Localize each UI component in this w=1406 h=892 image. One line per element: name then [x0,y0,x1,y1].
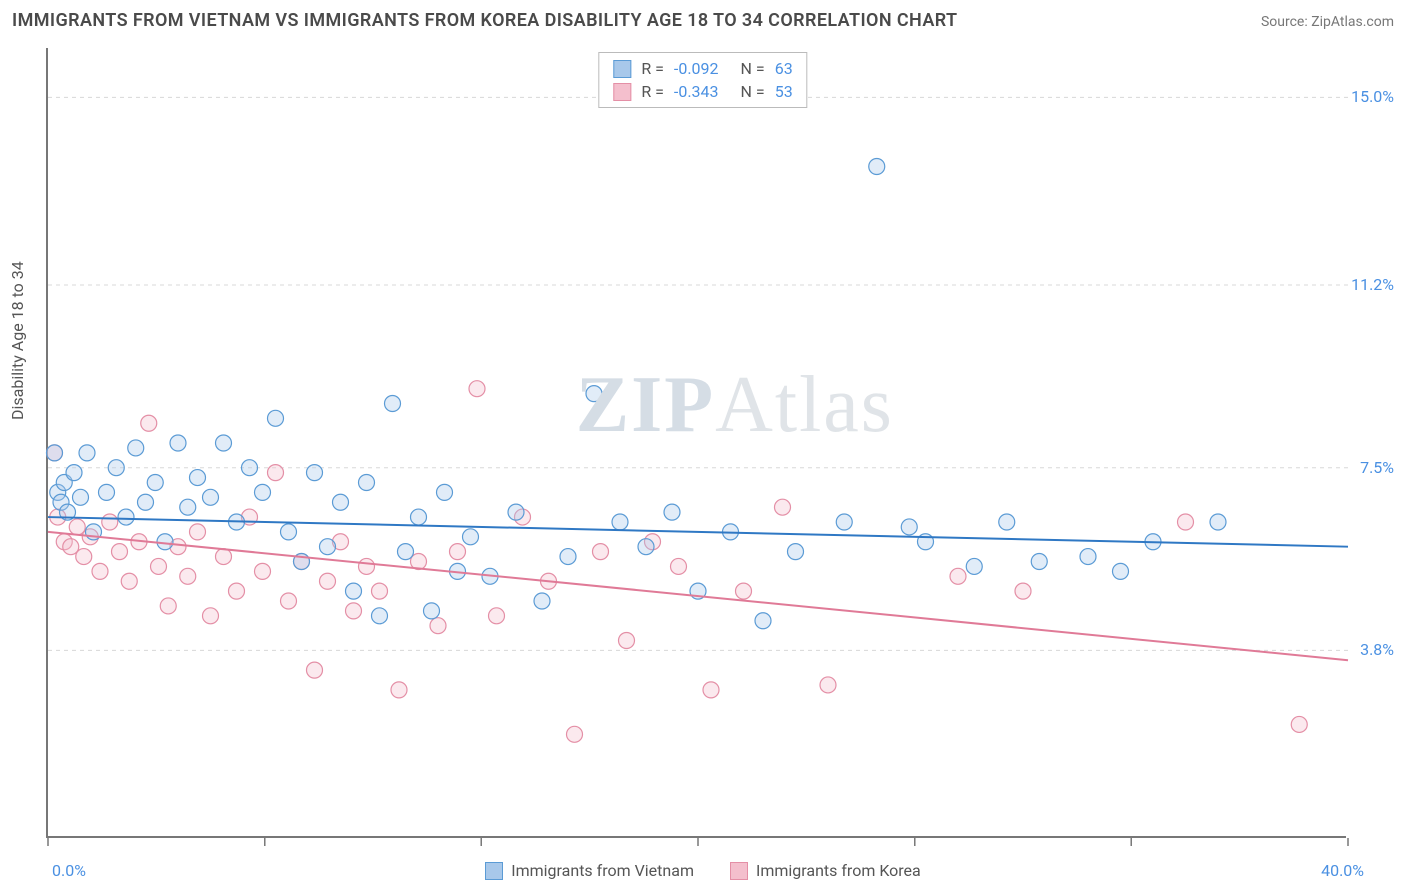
legend-swatch-icon [730,862,748,880]
y-axis-label: Disability Age 18 to 34 [8,261,27,420]
R-label: R = [641,82,664,101]
y-tick-label: 3.8% [1360,640,1394,659]
N-label: N = [741,59,765,78]
y-tick-label: 7.5% [1360,458,1394,477]
scatter-svg [48,48,1346,836]
N-value: 53 [775,82,793,101]
R-value: -0.092 [674,59,719,78]
legend-swatch-icon [613,60,631,78]
y-tick-label: 11.2% [1351,275,1394,294]
legend-item-vietnam: Immigrants from Vietnam [485,861,694,880]
chart-header: IMMIGRANTS FROM VIETNAM VS IMMIGRANTS FR… [12,10,1394,31]
R-value: -0.343 [674,82,719,101]
legend-label: Immigrants from Korea [756,861,921,880]
legend-item-korea: Immigrants from Korea [730,861,921,880]
legend-label: Immigrants from Vietnam [511,861,694,880]
bottom-legend: Immigrants from Vietnam Immigrants from K… [0,861,1406,880]
stat-row-vietnam: R = -0.092 N = 63 [613,57,792,80]
N-value: 63 [775,59,793,78]
y-tick-label: 15.0% [1351,87,1394,106]
correlation-stats-box: R = -0.092 N = 63 R = -0.343 N = 53 [598,52,807,108]
N-label: N = [741,82,765,101]
stat-row-korea: R = -0.343 N = 53 [613,80,792,103]
legend-swatch-icon [613,83,631,101]
chart-title: IMMIGRANTS FROM VIETNAM VS IMMIGRANTS FR… [12,10,957,31]
legend-swatch-icon [485,862,503,880]
plot-area [46,48,1346,838]
R-label: R = [641,59,664,78]
source-label: Source: ZipAtlas.com [1261,14,1394,30]
